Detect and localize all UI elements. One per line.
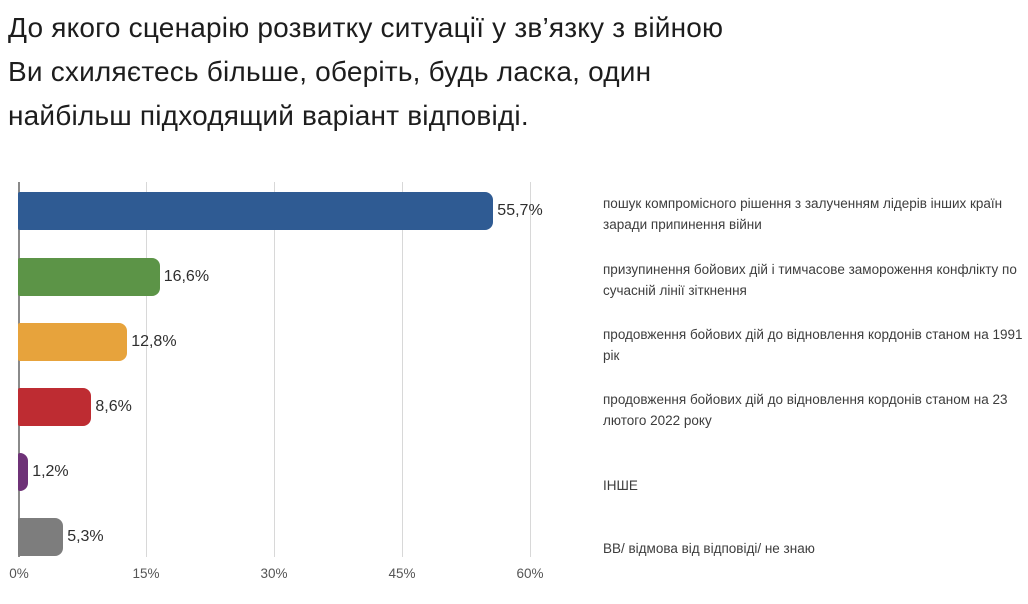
gridline-45 xyxy=(402,182,403,557)
x-tick-30: 30% xyxy=(260,566,288,581)
bar-compromise xyxy=(18,192,494,230)
bar-row: 8,6% xyxy=(18,388,132,426)
gridline-15 xyxy=(146,182,147,557)
bar-no-answer xyxy=(18,518,64,556)
x-axis: 0% 15% 30% 45% 60% xyxy=(9,566,578,586)
bar-value-label: 5,3% xyxy=(67,528,104,545)
bar-borders-2022 xyxy=(18,388,92,426)
category-label-other: ІНШЕ xyxy=(603,478,638,493)
y-axis-line xyxy=(18,182,20,557)
category-label-borders-1991: продовження бойових дій до відновлення к… xyxy=(603,327,1023,363)
bar-row: 12,8% xyxy=(18,323,177,361)
plot-area: 55,7% 16,6% 12,8% 8,6% 1,2% 5,3% xyxy=(18,182,563,557)
gridline-30 xyxy=(274,182,275,557)
x-tick-0: 0% xyxy=(9,566,29,581)
bar-row: 55,7% xyxy=(18,192,543,230)
x-tick-15: 15% xyxy=(132,566,160,581)
x-tick-45: 45% xyxy=(388,566,416,581)
bar-row: 16,6% xyxy=(18,258,209,296)
category-label-borders-2022: продовження бойових дій до відновлення к… xyxy=(603,392,1008,428)
category-label-freeze-conflict: призупинення бойових дій і тимчасове зам… xyxy=(603,262,1017,298)
gridline-60 xyxy=(530,182,531,557)
category-label-compromise: пошук компромісного рішення з залученням… xyxy=(603,196,1003,232)
bar-value-label: 1,2% xyxy=(32,463,69,480)
bar-borders-1991 xyxy=(18,323,128,361)
category-label-no-answer: ВВ/ відмова від відповіді/ не знаю xyxy=(603,541,815,556)
x-tick-60: 60% xyxy=(516,566,544,581)
bar-value-label: 55,7% xyxy=(497,202,543,219)
bar-value-label: 16,6% xyxy=(163,268,210,285)
chart-title: До якого сценарію розвитку ситуації у зв… xyxy=(8,12,724,131)
bar-value-label: 12,8% xyxy=(131,333,177,350)
bar-other xyxy=(18,453,29,491)
bar-row: 5,3% xyxy=(18,518,104,556)
bar-row: 1,2% xyxy=(18,453,69,491)
bar-value-label: 8,6% xyxy=(95,398,132,415)
bar-freeze-conflict xyxy=(18,258,160,296)
